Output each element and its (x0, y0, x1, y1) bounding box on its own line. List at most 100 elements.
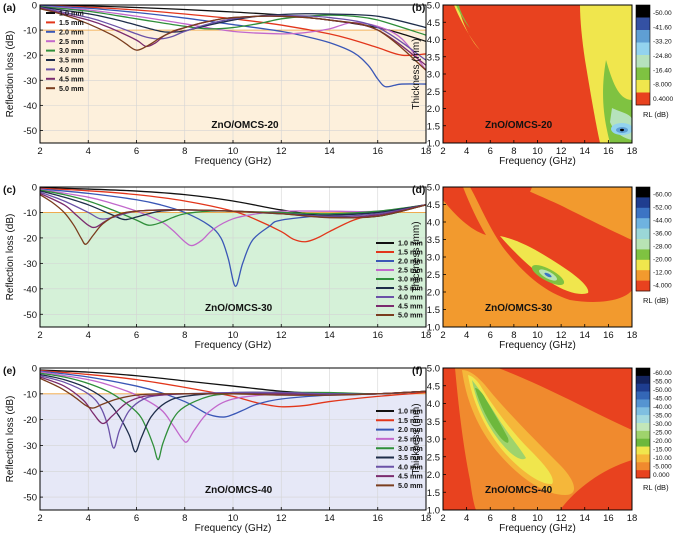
tick-label-x: 2 (37, 330, 42, 341)
colorbar-segment (636, 55, 650, 68)
legend-label: 5.0 mm (59, 84, 84, 93)
colorbar-tick-label: -20.00 (653, 438, 672, 445)
colorbar-segment (636, 270, 650, 281)
tick-label-x: 2 (440, 330, 445, 341)
axis-label-x: Frequency (GHz) (499, 156, 576, 167)
colorbar-segment (636, 399, 650, 408)
legend-label: 2.5 mm (398, 266, 423, 275)
tick-label-y: -10 (23, 26, 37, 37)
axis-label-x: Frequency (GHz) (499, 340, 576, 351)
series-line-40mm (39, 375, 427, 449)
colorbar-tick-label: -30.00 (653, 421, 672, 428)
tick-label-y: 4.0 (427, 35, 440, 46)
tick-label-x: 12 (556, 330, 567, 341)
panel-label: (e) (3, 365, 16, 377)
tick-label-x: 4 (464, 146, 469, 157)
contour-region-d-core (544, 272, 552, 278)
tick-label-y: -30 (23, 76, 37, 87)
legend-label: 2.0 mm (398, 425, 423, 434)
tick-label-y: 5.0 (427, 364, 440, 375)
colorbar-tick-label: -5.000 (653, 463, 672, 470)
colorbar-segment (636, 42, 650, 56)
tick-label-x: 8 (511, 146, 516, 157)
legend-label: 3.5 mm (398, 284, 423, 293)
tick-label-x: 6 (134, 513, 139, 524)
colorbar-segment (636, 239, 650, 250)
colorbar: -60.00 -52.00 -44.00 -36.00 -28.00 -20.00 -12.… (635, 186, 672, 305)
colorbar-label: RL (dB) (643, 483, 669, 492)
tick-label-x: 14 (324, 513, 335, 524)
legend-label: 1.5 mm (398, 248, 423, 257)
legend-label: 3.0 mm (398, 444, 423, 453)
series-line-50mm (39, 377, 427, 409)
tick-label-y: -40 (23, 467, 37, 478)
series-line-50mm (39, 8, 427, 71)
legend-label: 4.0 mm (59, 65, 84, 74)
tick-label-x: 6 (134, 330, 139, 341)
colorbar-segment (636, 30, 650, 43)
colorbar-segment (636, 470, 650, 479)
contour-region-d-orange (443, 187, 632, 327)
colorbar-segment (636, 383, 650, 392)
tick-label-x: 14 (579, 330, 590, 341)
series-line-35mm (39, 6, 427, 33)
legend: 1.0 mm1.5 mm2.0 mm2.5 mm3.0 mm3.5 mm4.0 … (46, 9, 84, 93)
tick-label-y: 5.0 (427, 1, 440, 12)
legend-label: 3.5 mm (59, 56, 84, 65)
legend-label: 2.0 mm (59, 27, 84, 36)
contour-region-f-red-bottom (560, 460, 632, 510)
tick-label-y: 3.5 (427, 52, 440, 63)
legend-label: 1.5 mm (398, 416, 423, 425)
colorbar-tick-label: -35.00 (653, 413, 672, 420)
colorbar-tick-label: -50.00 (653, 387, 672, 394)
colorbar-tick-label: -40.00 (653, 404, 672, 411)
legend-label: 1.0 mm (398, 407, 423, 416)
tick-label-y: 2.5 (427, 87, 440, 98)
colorbar-segment (636, 407, 650, 416)
series-line-30mm (39, 5, 427, 36)
tick-label-x: 12 (556, 146, 567, 157)
tick-label-x: 14 (324, 146, 335, 157)
tick-label-x: 18 (627, 146, 638, 157)
tick-label-x: 8 (511, 513, 516, 524)
colorbar-segment (636, 423, 650, 432)
legend-label: 3.5 mm (398, 453, 423, 462)
tick-label-x: 14 (324, 330, 335, 341)
tick-label-x: 16 (372, 330, 383, 341)
legend: 1.0 mm1.5 mm2.0 mm2.5 mm3.0 mm3.5 mm4.0 … (376, 407, 423, 490)
contour-region-b-core (620, 128, 624, 132)
colorbar-tick-label: -45.00 (653, 396, 672, 403)
colorbar-tick-label: -41.60 (653, 24, 672, 31)
tick-label-y: 3.0 (427, 253, 440, 264)
tick-label-y: 2.0 (427, 104, 440, 115)
tick-label-x: 8 (511, 330, 516, 341)
panel-label: (c) (3, 184, 16, 196)
tick-label-x: 10 (228, 146, 239, 157)
chart-title: ZnO/OMCS-20 (485, 120, 553, 131)
colorbar-tick-label: -50.00 (653, 10, 672, 17)
tick-label-x: 10 (532, 146, 543, 157)
colorbar-tick-label: -28.00 (653, 244, 672, 251)
colorbar-segment (636, 280, 650, 292)
chart-title: ZnO/OMCS-40 (485, 485, 553, 496)
colorbar-frame (635, 186, 651, 292)
colorbar-tick-label: -10.00 (653, 455, 672, 462)
legend: 1.0 mm1.5 mm2.0 mm2.5 mm3.0 mm3.5 mm4.0 … (376, 239, 423, 320)
tick-label-x: 18 (421, 513, 432, 524)
tick-label-y: -40 (23, 284, 37, 295)
tick-label-x: 12 (556, 513, 567, 524)
tick-label-x: 4 (86, 146, 91, 157)
colorbar-tick-label: -24.80 (653, 53, 672, 60)
tick-label-y: 1.0 (427, 323, 440, 334)
tick-label-y: -50 (23, 126, 37, 137)
colorbar-segment (636, 454, 650, 463)
colorbar-tick-label: -25.00 (653, 429, 672, 436)
colorbar: -50.00 -41.60 -33.20 -24.80 -16.40 -8.000 0.40… (635, 4, 674, 119)
tick-label-x: 4 (86, 513, 91, 524)
series-line-20mm (39, 370, 427, 418)
tick-label-x: 6 (488, 330, 493, 341)
colorbar-tick-label: -55.00 (653, 379, 672, 386)
axes-a: 0 -10 -20 -30 -40 -50 Reflection loss (dB) 2 4 6 8… (3, 1, 431, 168)
axis-label-y: Reflection loss (dB) (5, 396, 16, 483)
